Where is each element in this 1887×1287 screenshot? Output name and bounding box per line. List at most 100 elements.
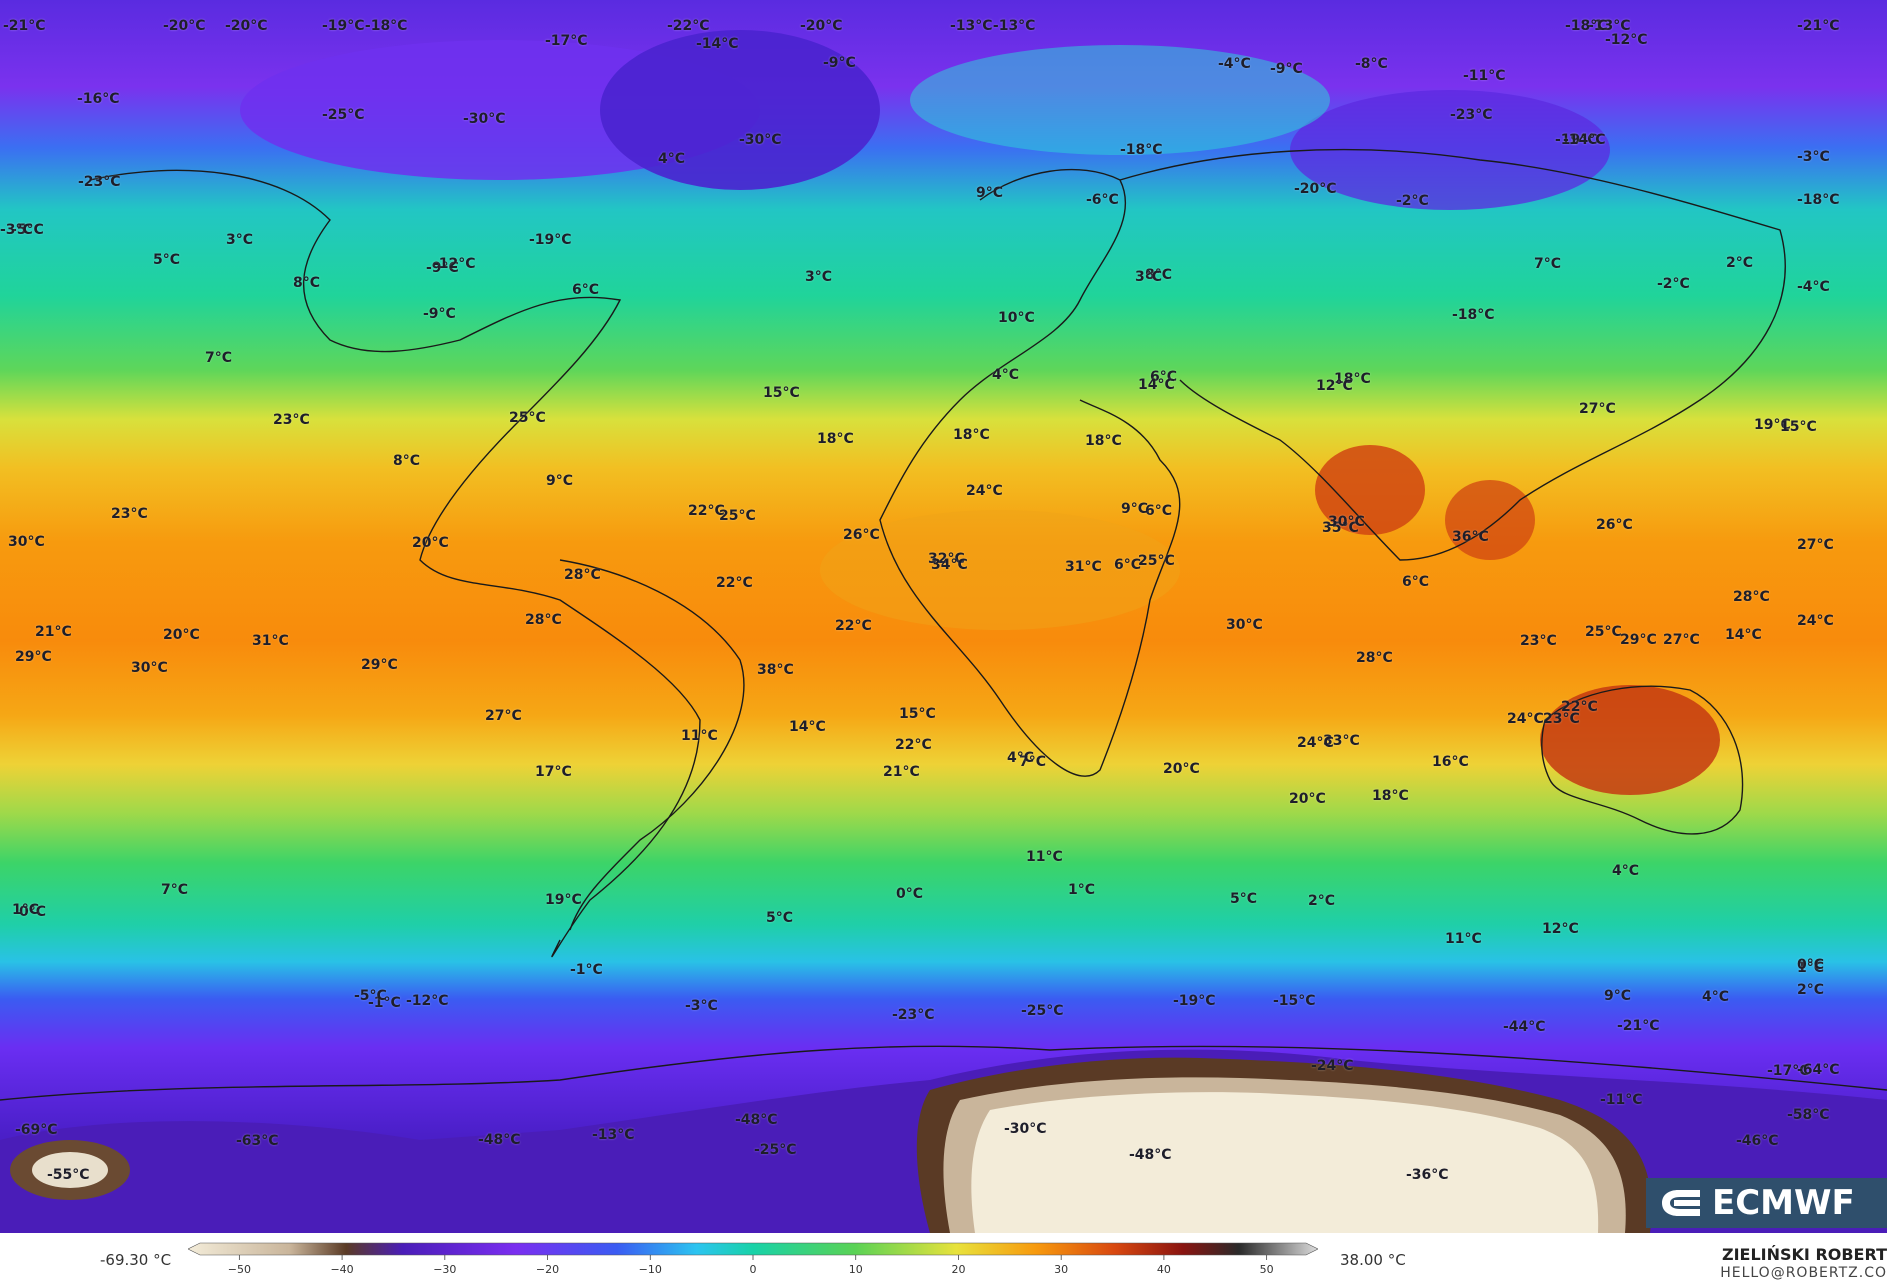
india-hot-spot [1315,445,1425,535]
temperature-label: 2°C [1308,893,1336,909]
norwegian-sea-warm [910,45,1330,155]
temperature-label: 0°C [19,904,47,920]
temperature-label: 9°C [1604,988,1632,1004]
color-scale-bar: −50 −40 −30 −20 −10 0 10 20 30 40 50 [188,1242,1318,1276]
temperature-label: -25°C [754,1142,797,1158]
temperature-label: 14°C [789,719,826,735]
temperature-label: 0°C [1797,957,1825,973]
temperature-label: -17°C [1767,1063,1810,1079]
temperature-label: -4°C [1218,56,1251,72]
temperature-label: -6°C [1086,192,1119,208]
temperature-label: 16°C [1432,754,1469,770]
temperature-label: -18°C [1797,192,1840,208]
temperature-field [0,0,1887,1233]
temperature-label: -19°C-18°C [322,18,408,34]
ecmwf-logo: ECMWF [1646,1178,1887,1228]
temperature-label: 5°C [766,910,794,926]
temperature-label: 4°C [1612,863,1640,879]
temperature-label: 20°C [1289,791,1326,807]
ecmwf-logo-icon [1662,1190,1700,1216]
temperature-label: -36°C [1406,1167,1449,1183]
temperature-label: 15°C [899,706,936,722]
temperature-label: 35°C [1322,520,1359,536]
temperature-label: -1°C [368,995,401,1011]
greenland-cold-core [600,30,880,190]
australia-hot-spot [1540,685,1720,795]
temperature-label: 25°C [1138,553,1175,569]
temperature-label: 29°C [15,649,52,665]
temperature-label: -12°C [433,256,476,272]
temperature-label: 19°C [545,892,582,908]
south-america-outline [559,559,745,931]
temperature-label: 31°C [1065,559,1102,575]
temperature-label: 26°C [1596,517,1633,533]
temperature-label: -21°C [1797,18,1840,34]
temperature-label: 1°C [1797,960,1825,976]
legend-tick-label: −50 [228,1263,251,1276]
temperature-label: 19°C [1754,417,1791,433]
temperature-label: -23°C [1450,107,1493,123]
temperature-label: 25°C [1585,624,1622,640]
temperature-label: -19°C [1173,993,1216,1009]
temperature-label: -4°C [1797,279,1830,295]
temperature-label: 4°C [658,151,686,167]
legend-tick-label: 0 [750,1263,757,1276]
temperature-label: 24°C [1507,711,1544,727]
temperature-label: 11°C [1445,931,1482,947]
temperature-label: 33°C [1323,733,1360,749]
temperature-label: 36°C [1452,529,1489,545]
temperature-label: -25°C [322,107,365,123]
temperature-label: 25°C [509,410,546,426]
temperature-label: -13°C-13°C [950,18,1036,34]
temperature-label: 28°C [564,567,601,583]
temperature-label: -19°C [1555,132,1598,148]
author-name: ZIELIŃSKI ROBERT [1721,1245,1887,1264]
temperature-label: 23°C [1520,633,1557,649]
temperature-label: 27°C [1579,401,1616,417]
temperature-label: -21°C [1617,1018,1660,1034]
temperature-label: 3°C [226,232,254,248]
temperature-label: 18°C [1372,788,1409,804]
temperature-label: 11°C [681,728,718,744]
temperature-label: 9°C [976,185,1004,201]
coastlines [0,148,1887,1101]
temperature-label: -15°C [1273,993,1316,1009]
temperature-label: 27°C [485,708,522,724]
temperature-label: 7°C [1019,754,1047,770]
color-scale-gradient [188,1242,1318,1256]
temperature-label: -13°C [592,1127,635,1143]
legend-tick-label: −10 [639,1263,662,1276]
legend-tick-label: −30 [433,1263,456,1276]
temperature-label: -11°C [1463,68,1506,84]
temperature-label: -12°C [406,993,449,1009]
temperature-label: 30°C [8,534,45,550]
temperature-label: -18°C [1120,142,1163,158]
temperature-label: -18°C [1452,307,1495,323]
temperature-label: 4°C [1702,989,1730,1005]
temperature-label: -8°C [1355,56,1388,72]
temperature-label: 10°C [998,310,1035,326]
temperature-label: -20°C [800,18,843,34]
temperature-label: -2°C [1657,276,1690,292]
temperature-label: -3°C [685,998,718,1014]
legend-tick-label: 10 [849,1263,863,1276]
temperature-label: 6°C [572,282,600,298]
temperature-label: -17°C [545,33,588,49]
temperature-label: -14°C [696,36,739,52]
temperature-label: 2°C [1797,982,1825,998]
temperature-label: 38°C [757,662,794,678]
temperature-label: -13°C [1588,18,1631,34]
legend-max-label: 38.00 °C [1340,1251,1406,1269]
temperature-label: -22°C [667,18,710,34]
temperature-label: 12°C [1316,378,1353,394]
europe-africa-outline [879,168,1181,777]
temperature-label: -9°C [423,306,456,322]
temperature-label: 20°C [412,535,449,551]
temperature-label: 23°C [1543,711,1580,727]
temperature-label: 0°C [896,886,924,902]
temperature-label: -3°C [1797,149,1830,165]
asia-outline [1119,148,1786,561]
legend-tick-label: −20 [536,1263,559,1276]
temperature-label: 15°C [1780,419,1817,435]
temperature-label: -30°C [463,111,506,127]
